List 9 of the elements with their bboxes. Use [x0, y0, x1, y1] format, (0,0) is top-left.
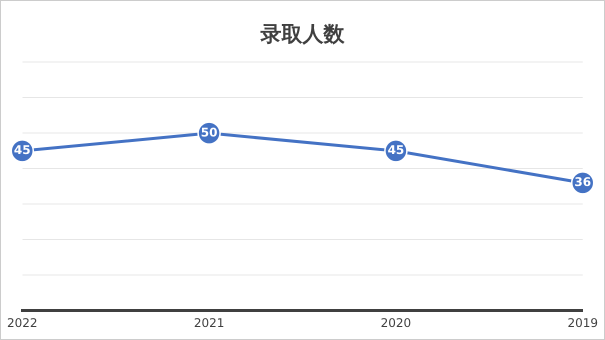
- data-label: 45: [14, 143, 31, 158]
- data-label: 50: [200, 125, 218, 140]
- x-tick-label: 2022: [6, 316, 38, 330]
- x-tick-label: 2021: [194, 316, 224, 330]
- chart-title: 录取人数: [260, 22, 346, 46]
- data-label: 45: [388, 143, 404, 158]
- x-tick-label: 2019: [567, 316, 598, 330]
- x-tick-label: 2020: [380, 316, 412, 330]
- data-label: 36: [574, 174, 592, 189]
